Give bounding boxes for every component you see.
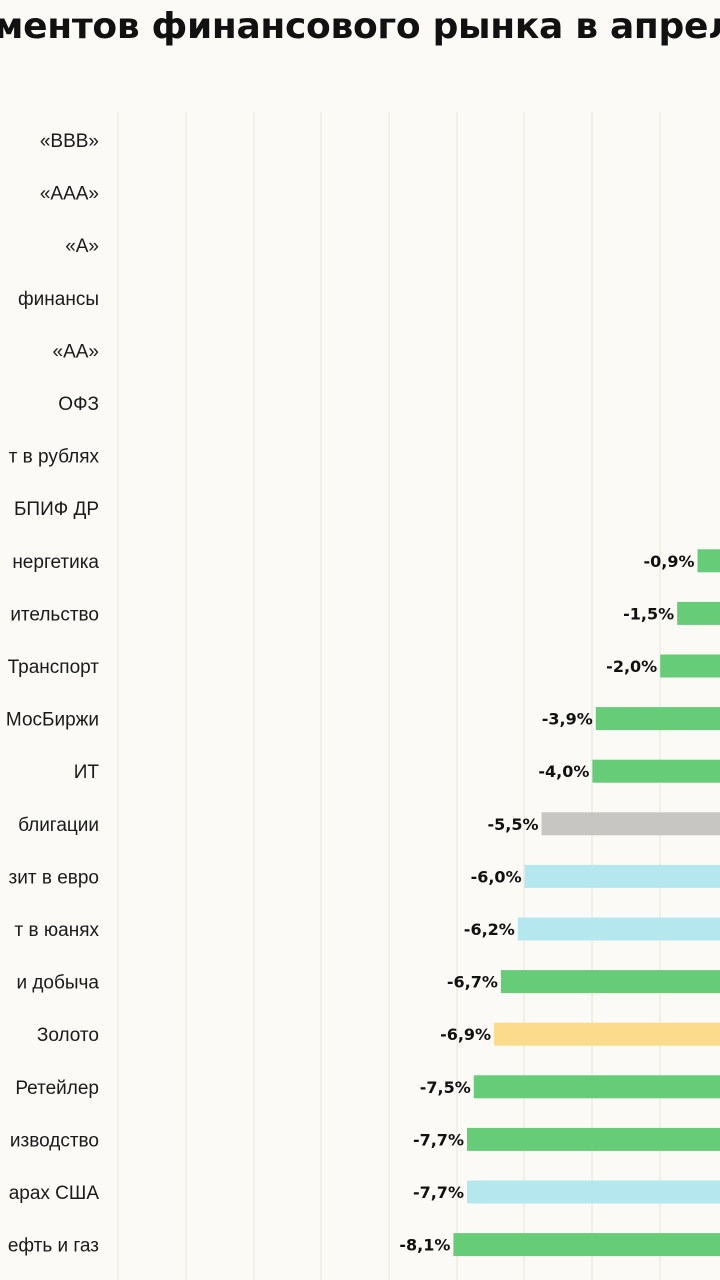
bar	[473, 1075, 720, 1099]
value-label: -8,1%	[399, 1236, 450, 1255]
category-label: Золото	[37, 1025, 99, 1046]
category-label: т в юанях	[15, 920, 100, 941]
category-label: ИТ	[74, 762, 100, 783]
value-label: -6,7%	[447, 973, 498, 992]
category-label: «BBB»	[40, 131, 99, 152]
bar	[500, 970, 720, 994]
category-label: и добыча	[16, 973, 99, 994]
bar	[494, 1022, 720, 1046]
category-label: Транспорт	[8, 657, 100, 678]
bar	[524, 864, 720, 888]
value-label: -7,5%	[420, 1078, 471, 1097]
bars	[453, 549, 720, 1257]
bar	[466, 1180, 720, 1204]
category-label: блигации	[18, 815, 99, 836]
bar	[453, 1233, 720, 1257]
chart-title: ментов финансового рынка в апрел	[0, 6, 720, 47]
value-label: -0,9%	[643, 552, 694, 571]
value-label: -6,2%	[464, 920, 515, 939]
category-label: Ретейлер	[15, 1078, 99, 1099]
category-label: арах США	[9, 1183, 100, 1204]
bar	[466, 1127, 720, 1151]
value-label: -5,5%	[488, 815, 539, 834]
bar	[677, 601, 720, 625]
category-label: изводство	[10, 1130, 99, 1151]
category-label: «A»	[65, 236, 99, 257]
category-label: ОФЗ	[58, 394, 99, 415]
category-label: т в рублях	[9, 447, 100, 468]
category-label: МосБиржи	[6, 710, 99, 731]
category-label: БПИФ ДР	[14, 499, 99, 520]
category-label: нергетика	[12, 552, 99, 573]
bar	[541, 812, 720, 836]
bar	[660, 654, 720, 678]
value-label: -2,0%	[606, 657, 657, 676]
category-label: ефть и газ	[8, 1236, 99, 1257]
category-label: финансы	[18, 289, 99, 310]
value-label: -7,7%	[413, 1130, 464, 1149]
category-label: «AAA»	[40, 184, 99, 205]
category-labels: «BBB» «AAA» «A» финансы «AA» ОФЗ т в рублях БПИ…	[6, 131, 100, 1257]
category-label: зит в евро	[9, 867, 99, 888]
value-label: -1,5%	[623, 604, 674, 623]
value-label: -7,7%	[413, 1183, 464, 1202]
value-label: -4,0%	[538, 762, 589, 781]
value-label: -3,9%	[542, 710, 593, 729]
value-labels: -0,9% -1,5% -2,0% -3,9% -4,0% -5,5% -6,0% -6,2%…	[399, 552, 694, 1255]
bar	[595, 707, 720, 731]
category-label: ительство	[10, 604, 99, 625]
value-label: -6,9%	[440, 1025, 491, 1044]
bar	[517, 917, 720, 941]
category-label: «AA»	[53, 341, 99, 362]
bar	[592, 759, 720, 783]
grid-lines	[117, 112, 661, 1280]
value-label: -6,0%	[471, 867, 522, 886]
bar	[697, 549, 720, 573]
